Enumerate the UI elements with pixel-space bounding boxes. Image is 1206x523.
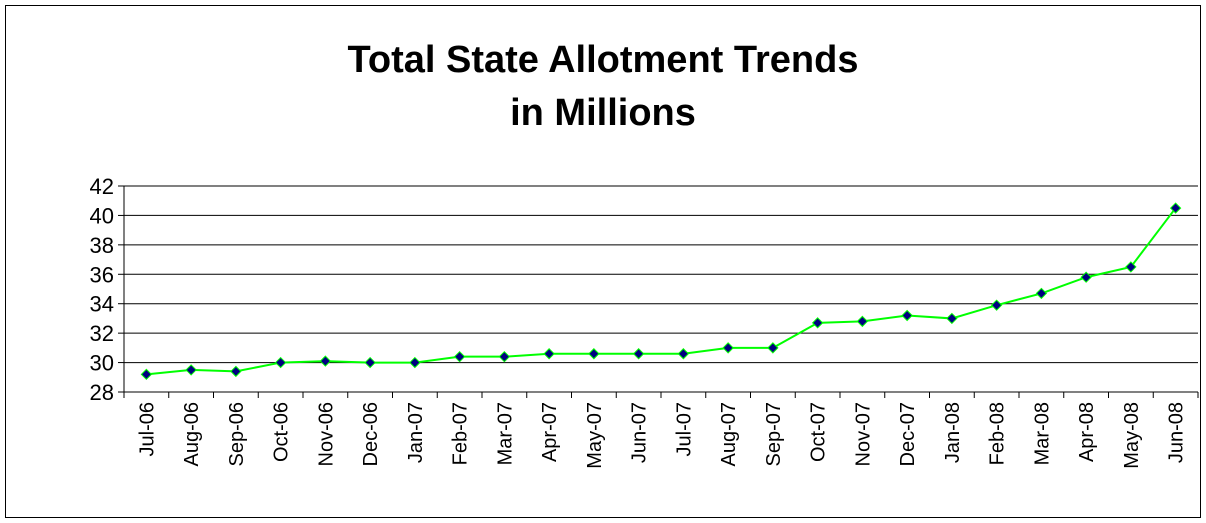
- x-tick-label: Jan-07: [405, 402, 427, 463]
- chart-title-line-2: in Millions: [510, 92, 696, 134]
- y-tick-label: 38: [90, 233, 114, 258]
- x-tick-label: May-08: [1121, 402, 1143, 469]
- x-tick-label: Nov-06: [315, 402, 337, 466]
- data-point: [1169, 202, 1182, 214]
- data-point: [543, 348, 555, 360]
- x-tick-label: Apr-07: [539, 402, 561, 462]
- data-point: [453, 350, 466, 363]
- x-tick-label: May-07: [584, 402, 606, 469]
- data-point: [1125, 261, 1137, 273]
- data-point: [811, 317, 824, 329]
- x-tick-label: Dec-07: [897, 402, 919, 466]
- x-tick-label: Dec-06: [360, 402, 382, 466]
- x-tick-label: Sep-07: [763, 402, 785, 467]
- chart-title-line-1: Total State Allotment Trends: [347, 39, 859, 81]
- y-tick-label: 34: [90, 292, 114, 317]
- x-tick-label: Jul-06: [136, 402, 158, 456]
- y-tick-label: 40: [90, 203, 114, 228]
- data-point: [856, 315, 869, 328]
- data-point: [1035, 287, 1048, 300]
- y-tick-label: 30: [90, 351, 114, 376]
- y-tick-label: 32: [90, 321, 114, 346]
- chart-frame: [5, 5, 1201, 518]
- x-tick-label: Jun-08: [1166, 402, 1188, 463]
- data-point: [767, 342, 779, 354]
- data-point: [274, 356, 287, 369]
- data-point: [319, 355, 332, 367]
- data-point: [409, 356, 421, 369]
- x-tick-label: Oct-06: [271, 402, 293, 462]
- data-point: [722, 342, 734, 354]
- y-tick-label: 42: [90, 174, 114, 199]
- data-point: [364, 356, 376, 369]
- data-point: [230, 365, 242, 378]
- y-tick-label: 36: [90, 262, 114, 287]
- data-point: [946, 312, 958, 325]
- y-tick-label: 28: [90, 380, 114, 405]
- data-point: [990, 299, 1003, 311]
- x-tick-label: Feb-07: [450, 402, 472, 465]
- data-point: [901, 309, 913, 322]
- x-tick-label: Sep-06: [226, 402, 248, 467]
- x-tick-label: Aug-06: [181, 402, 203, 467]
- x-tick-label: Oct-07: [808, 402, 830, 462]
- data-point: [140, 368, 153, 381]
- x-tick-label: Mar-07: [494, 402, 516, 465]
- x-tick-label: Nov-07: [852, 402, 874, 466]
- x-tick-label: Mar-08: [1031, 402, 1053, 465]
- data-point: [1080, 271, 1092, 283]
- x-tick-label: Jan-08: [942, 402, 964, 463]
- series-line: [146, 207, 1177, 376]
- x-tick-label: Apr-08: [1076, 402, 1098, 462]
- data-point: [498, 350, 511, 363]
- data-point: [588, 348, 600, 360]
- x-tick-label: Feb-08: [987, 402, 1009, 465]
- data-point: [632, 348, 645, 360]
- x-tick-label: Aug-07: [718, 402, 740, 467]
- data-point: [185, 364, 197, 376]
- x-tick-label: Jul-07: [673, 402, 695, 456]
- x-tick-label: Jun-07: [629, 402, 651, 463]
- data-point: [677, 348, 690, 360]
